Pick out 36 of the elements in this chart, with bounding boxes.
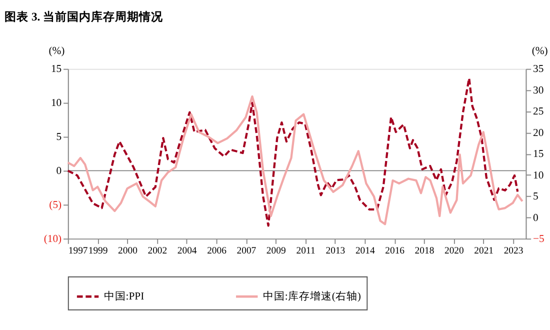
x-tick-label: 2023 — [504, 246, 524, 257]
y-tick-label: (10) — [44, 232, 62, 245]
legend-label: 中国:PPI — [104, 289, 145, 302]
y2-tick-label: 20 — [533, 126, 544, 139]
chart-title: 图表 3. 当前国内库存周期情况 — [4, 9, 164, 24]
legend-label: 中国:库存增速(右轴) — [262, 289, 362, 302]
y2-axis-title: (%) — [532, 44, 548, 57]
y-tick-label: 15 — [50, 63, 62, 76]
y2-tick-label: 35 — [533, 63, 544, 76]
y-tick-label: (5) — [49, 199, 62, 212]
y2-tick-label: −5 — [533, 232, 544, 245]
x-tick-label: 2007 — [236, 246, 256, 257]
y2-tick-label: 25 — [533, 106, 544, 118]
x-tick-label: 2018 — [414, 246, 434, 257]
y2-tick-label: 10 — [533, 169, 544, 182]
x-tick-label: 2002 — [148, 246, 168, 257]
x-tick-label: 2009 — [266, 246, 286, 257]
x-tick-label: 2006 — [207, 246, 227, 257]
x-tick-label: 2013 — [326, 246, 346, 257]
x-tick-label: 2016 — [385, 246, 405, 257]
x-tick-label: 2004 — [177, 246, 197, 257]
y2-tick-label: 30 — [533, 84, 544, 96]
y2-tick-label: 0 — [533, 212, 538, 224]
y-axis-title: (%) — [48, 44, 66, 57]
x-tick-label: 2021 — [474, 246, 494, 257]
x-tick-label: 1997 — [68, 246, 88, 257]
y-tick-label: 5 — [56, 131, 62, 144]
x-tick-label: 2014 — [355, 246, 375, 257]
y-tick-label: 0 — [56, 165, 62, 178]
x-tick-label: 2000 — [118, 246, 138, 257]
x-tick-label: 2020 — [444, 246, 464, 257]
y-tick-label: 10 — [50, 97, 62, 110]
y2-tick-label: 15 — [533, 148, 544, 160]
x-tick-label: 1999 — [88, 246, 108, 257]
x-tick-label: 2011 — [296, 246, 316, 257]
y2-tick-label: 5 — [533, 190, 538, 203]
